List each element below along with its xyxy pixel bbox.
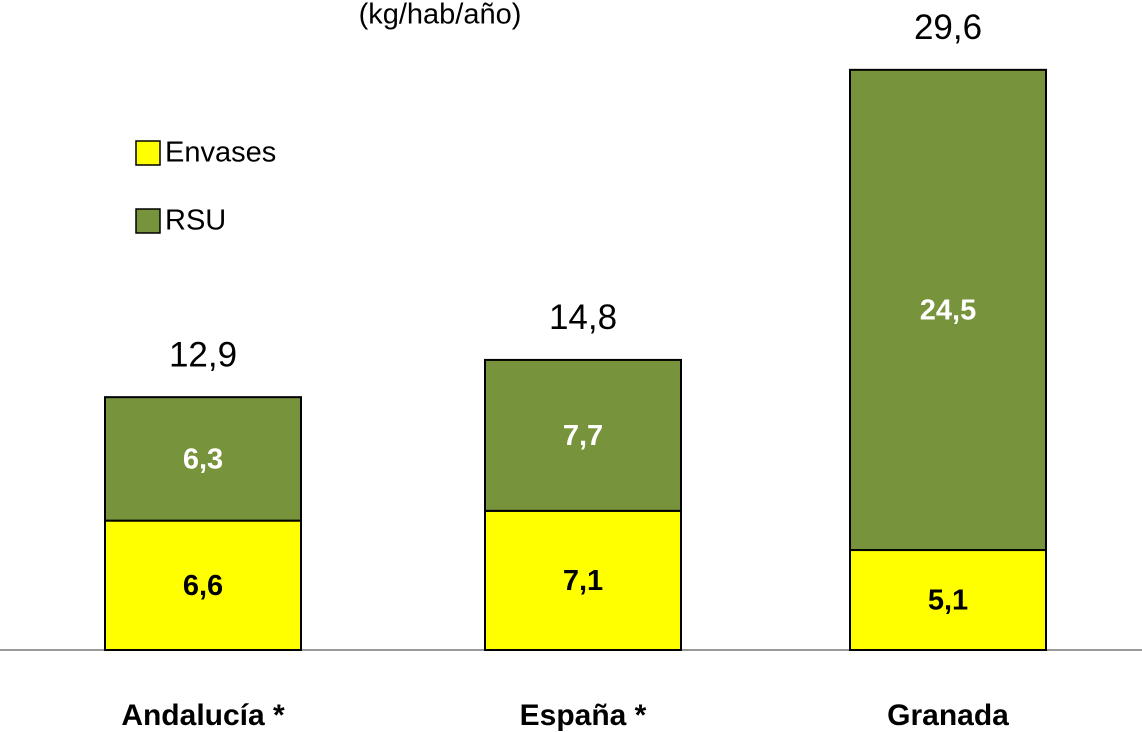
value-label: 6,6: [183, 570, 223, 602]
value-label: 7,1: [563, 565, 603, 597]
value-label: 24,5: [920, 295, 976, 327]
legend-label: Envases: [165, 137, 276, 169]
total-label: 12,9: [169, 335, 237, 374]
bar-segment: [849, 68, 1047, 552]
x-tick-label: España *: [520, 699, 647, 732]
legend-label: RSU: [165, 205, 226, 237]
value-label: 7,7: [563, 420, 603, 452]
value-label: 6,3: [183, 444, 223, 476]
legend-swatch: [135, 140, 161, 166]
total-label: 29,6: [914, 8, 982, 47]
x-tick-label: Granada: [887, 699, 1009, 732]
legend-swatch: [135, 208, 161, 234]
chart-title: (kg/hab/año): [359, 0, 522, 31]
bar-segment: [104, 519, 302, 652]
value-label: 5,1: [928, 585, 968, 617]
total-label: 14,8: [549, 298, 617, 337]
x-tick-label: Andalucía *: [121, 699, 285, 732]
bar-segment: [849, 549, 1047, 651]
bar-segment: [484, 358, 682, 512]
bar-segment: [104, 396, 302, 522]
